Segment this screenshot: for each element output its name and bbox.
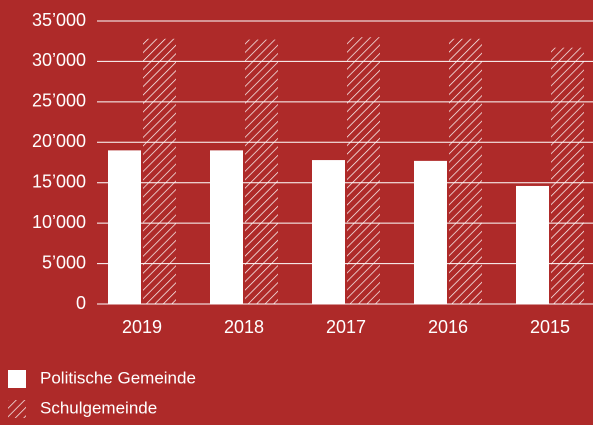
legend-swatch <box>8 370 26 388</box>
bar <box>516 185 549 304</box>
x-tick-label: 2019 <box>122 317 162 337</box>
legend-swatch <box>8 400 26 418</box>
bar <box>312 160 345 304</box>
bar <box>414 160 447 304</box>
legend-label: Politische Gemeinde <box>40 368 196 387</box>
y-tick-label: 0 <box>76 293 86 313</box>
bar <box>210 150 243 304</box>
y-tick-label: 10’000 <box>32 212 86 232</box>
bar <box>347 37 380 305</box>
x-tick-label: 2017 <box>326 317 366 337</box>
y-tick-label: 15’000 <box>32 171 86 191</box>
bar <box>449 38 482 304</box>
bar <box>108 150 141 304</box>
bar <box>245 39 278 305</box>
y-tick-label: 30’000 <box>32 50 86 70</box>
y-tick-label: 25’000 <box>32 91 86 111</box>
x-tick-label: 2018 <box>224 317 264 337</box>
bar <box>143 38 176 304</box>
x-tick-label: 2015 <box>530 317 570 337</box>
y-tick-label: 35’000 <box>32 10 86 30</box>
y-tick-label: 5’000 <box>42 252 86 272</box>
bar <box>551 47 584 304</box>
legend-label: Schulgemeinde <box>40 398 157 417</box>
x-tick-label: 2016 <box>428 317 468 337</box>
y-tick-label: 20’000 <box>32 131 86 151</box>
